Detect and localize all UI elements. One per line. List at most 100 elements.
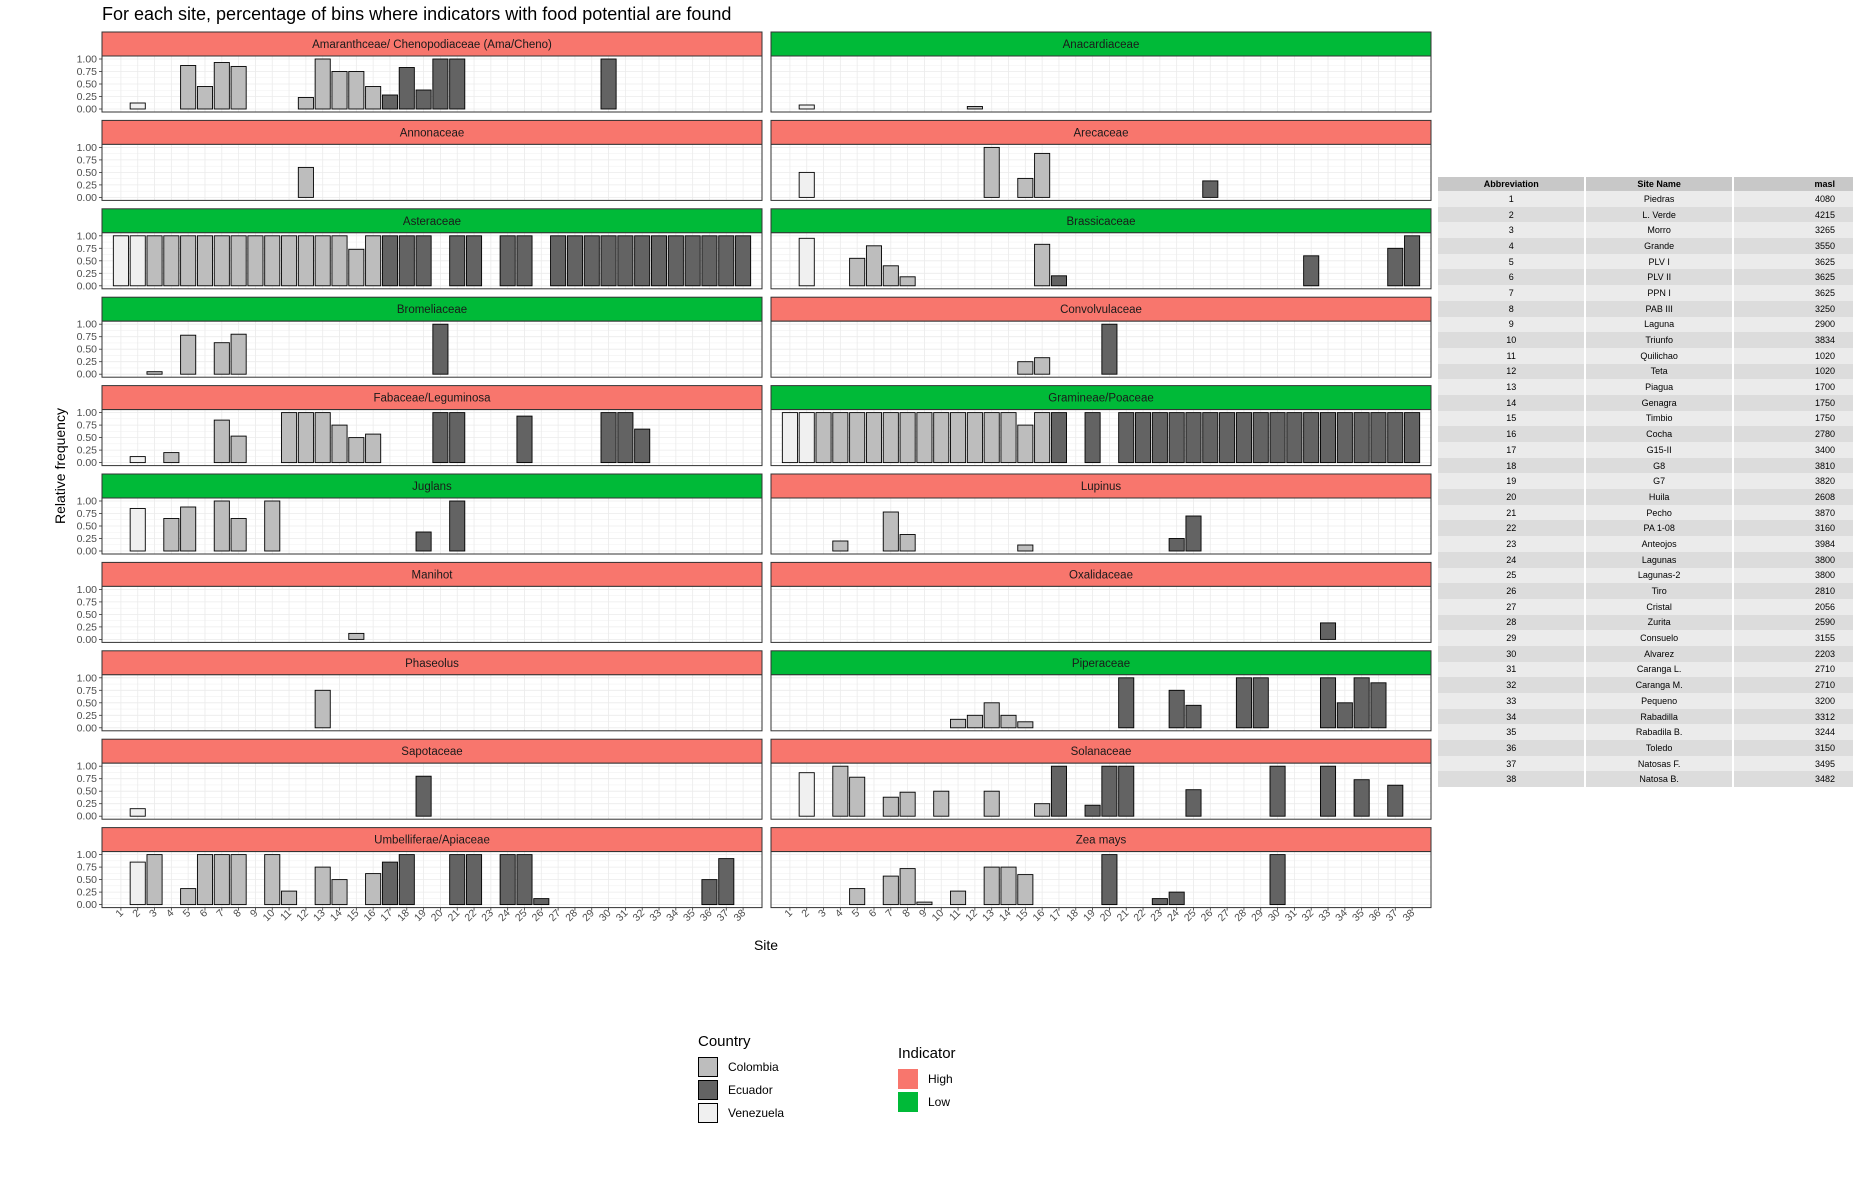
bar-umbelliferae-apiaceae-site-2 (129, 861, 146, 906)
y-tick-label: 0.75 (77, 685, 98, 697)
site-abbreviation: 5 (1438, 253, 1587, 270)
bar-brassicaceae-site-37 (1387, 247, 1404, 287)
site-abbreviation: 29 (1438, 630, 1587, 646)
bar-asteraceae-site-5 (180, 235, 197, 287)
y-tick-label: 1.00 (77, 54, 98, 66)
bar-asteraceae-site-11 (281, 235, 298, 287)
bar-zea-mays-site-9 (916, 901, 933, 906)
x-tick-label: 28 (563, 907, 580, 924)
bar-gramineae-poaceae-site-35 (1353, 412, 1370, 464)
table-row: 17 G15-II 3400 (1438, 442, 1855, 458)
facet-label-brassicaceae: Brassicaceae (1066, 216, 1135, 228)
y-tick-label: 0.50 (77, 874, 98, 886)
bar-zea-mays-site-5 (849, 888, 866, 906)
bar-umbelliferae-apiaceae-site-16 (365, 873, 382, 906)
y-tick-label: 0.50 (77, 167, 98, 179)
bar-gramineae-poaceae-site-23 (1151, 412, 1168, 464)
facet-strip-amaranthceae-chenopodiaceae-ama-cheno (101, 31, 763, 57)
bar-gramineae-poaceae-site-11 (950, 412, 967, 464)
bar-arecaceae-site-16 (1034, 152, 1051, 198)
bar-gramineae-poaceae-site-6 (865, 412, 883, 464)
legend-indicator: Indicator High Low (898, 1045, 956, 1113)
bar-gramineae-poaceae-site-3 (815, 412, 832, 464)
bar-piperaceae-site-24 (1168, 689, 1185, 729)
site-abbreviation: 25 (1438, 567, 1587, 584)
bar-solanaceae-site-16 (1034, 803, 1051, 817)
facet-label-fabaceae-leguminosa: Fabaceae/Leguminosa (374, 393, 492, 405)
site-masl: 3984 (1732, 536, 1855, 552)
bar-juglans-site-21 (449, 500, 466, 552)
y-tick-label: 1.00 (77, 496, 98, 508)
x-tick-label: 31 (614, 907, 631, 924)
site-name: Pecho (1585, 504, 1734, 521)
site-name: Caranga L. (1585, 661, 1734, 678)
y-tick-label: 0.25 (77, 268, 98, 280)
site-masl: 2710 (1732, 661, 1855, 678)
site-name: Cristal (1585, 598, 1734, 615)
bar-gramineae-poaceae-site-4 (832, 412, 849, 464)
bar-fabaceae-leguminosa-site-13 (314, 412, 331, 464)
table-row: 8 PAB III 3250 (1438, 300, 1855, 317)
bar-solanaceae-site-4 (832, 765, 849, 817)
bar-amaranthceae-chenopodiaceae-ama-cheno-site-16 (365, 86, 382, 110)
site-abbreviation: 33 (1438, 693, 1587, 709)
site-table-header-site-name: Site Name (1585, 177, 1734, 191)
table-row: 28 Zurita 2590 (1438, 614, 1855, 631)
site-name: Quilichao (1585, 347, 1734, 364)
x-tick-label: 11 (278, 907, 294, 923)
x-tick-label: 21 (1115, 907, 1132, 924)
bar-juglans-site-10 (264, 500, 281, 552)
y-tick-label: 0.00 (77, 899, 98, 911)
bar-asteraceae-site-10 (264, 235, 281, 287)
bar-fabaceae-leguminosa-site-11 (281, 412, 298, 464)
x-tick-label: 37 (715, 907, 732, 924)
x-tick-label: 34 (1333, 907, 1350, 924)
legend-country-entry: Ecuador (698, 1078, 784, 1101)
bar-arecaceae-site-2 (798, 171, 815, 198)
x-tick-label: 27 (1215, 907, 1232, 924)
x-tick-label: 14 (997, 907, 1014, 924)
bar-oxalidaceae-site-33 (1319, 622, 1337, 640)
panel-border (770, 143, 1432, 201)
y-tick-label: 0.00 (77, 811, 98, 823)
bar-amaranthceae-chenopodiaceae-ama-cheno-site-21 (449, 58, 466, 110)
bar-phaseolus-site-13 (314, 689, 331, 729)
facet-label-oxalidaceae: Oxalidaceae (1069, 569, 1133, 581)
y-tick-label: 1.00 (77, 319, 98, 331)
legend-indicator-entry: Low (898, 1090, 956, 1113)
y-tick-label: 0.50 (77, 786, 98, 798)
table-row: 21 Pecho 3870 (1438, 504, 1855, 521)
x-tick-label: 12 (963, 907, 980, 924)
bar-zea-mays-site-20 (1101, 854, 1118, 906)
bar-solanaceae-site-8 (899, 791, 916, 817)
x-tick-label: 13 (980, 907, 997, 924)
site-abbreviation: 27 (1438, 598, 1587, 615)
facet-label-phaseolus: Phaseolus (405, 658, 459, 670)
table-row: 38 Natosa B. 3482 (1438, 771, 1855, 788)
x-tick-label: 22 (462, 907, 479, 924)
facet-label-solanaceae: Solanaceae (1071, 746, 1132, 758)
facet-label-bromeliaceae: Bromeliaceae (397, 304, 467, 316)
site-abbreviation: 9 (1438, 316, 1587, 333)
site-name: Cocha (1585, 426, 1734, 442)
x-tick-label: 14 (328, 907, 345, 924)
table-row: 33 Pequeno 3200 (1438, 693, 1855, 709)
bar-gramineae-poaceae-site-16 (1034, 412, 1051, 464)
site-name: Rabadila B. (1585, 724, 1734, 741)
x-tick-label: 23 (1148, 907, 1165, 924)
bar-amaranthceae-chenopodiaceae-ama-cheno-site-15 (348, 71, 365, 110)
bar-bromeliaceae-site-20 (432, 323, 449, 375)
x-tick-label: 22 (1131, 907, 1148, 924)
y-tick-label: 0.00 (77, 369, 98, 381)
facet-label-arecaceae: Arecaceae (1074, 127, 1129, 139)
bar-solanaceae-site-13 (983, 790, 1000, 817)
x-tick-label: 35 (1350, 907, 1367, 924)
x-tick-label: 34 (664, 907, 681, 924)
bar-gramineae-poaceae-site-28 (1235, 412, 1252, 464)
site-abbreviation: 11 (1438, 347, 1587, 364)
site-masl: 4080 (1732, 191, 1855, 207)
x-tick-label: 29 (1249, 907, 1266, 924)
bar-umbelliferae-apiaceae-site-21 (449, 854, 466, 906)
bar-juglans-site-4 (163, 518, 180, 552)
x-tick-label: 17 (1047, 907, 1064, 924)
